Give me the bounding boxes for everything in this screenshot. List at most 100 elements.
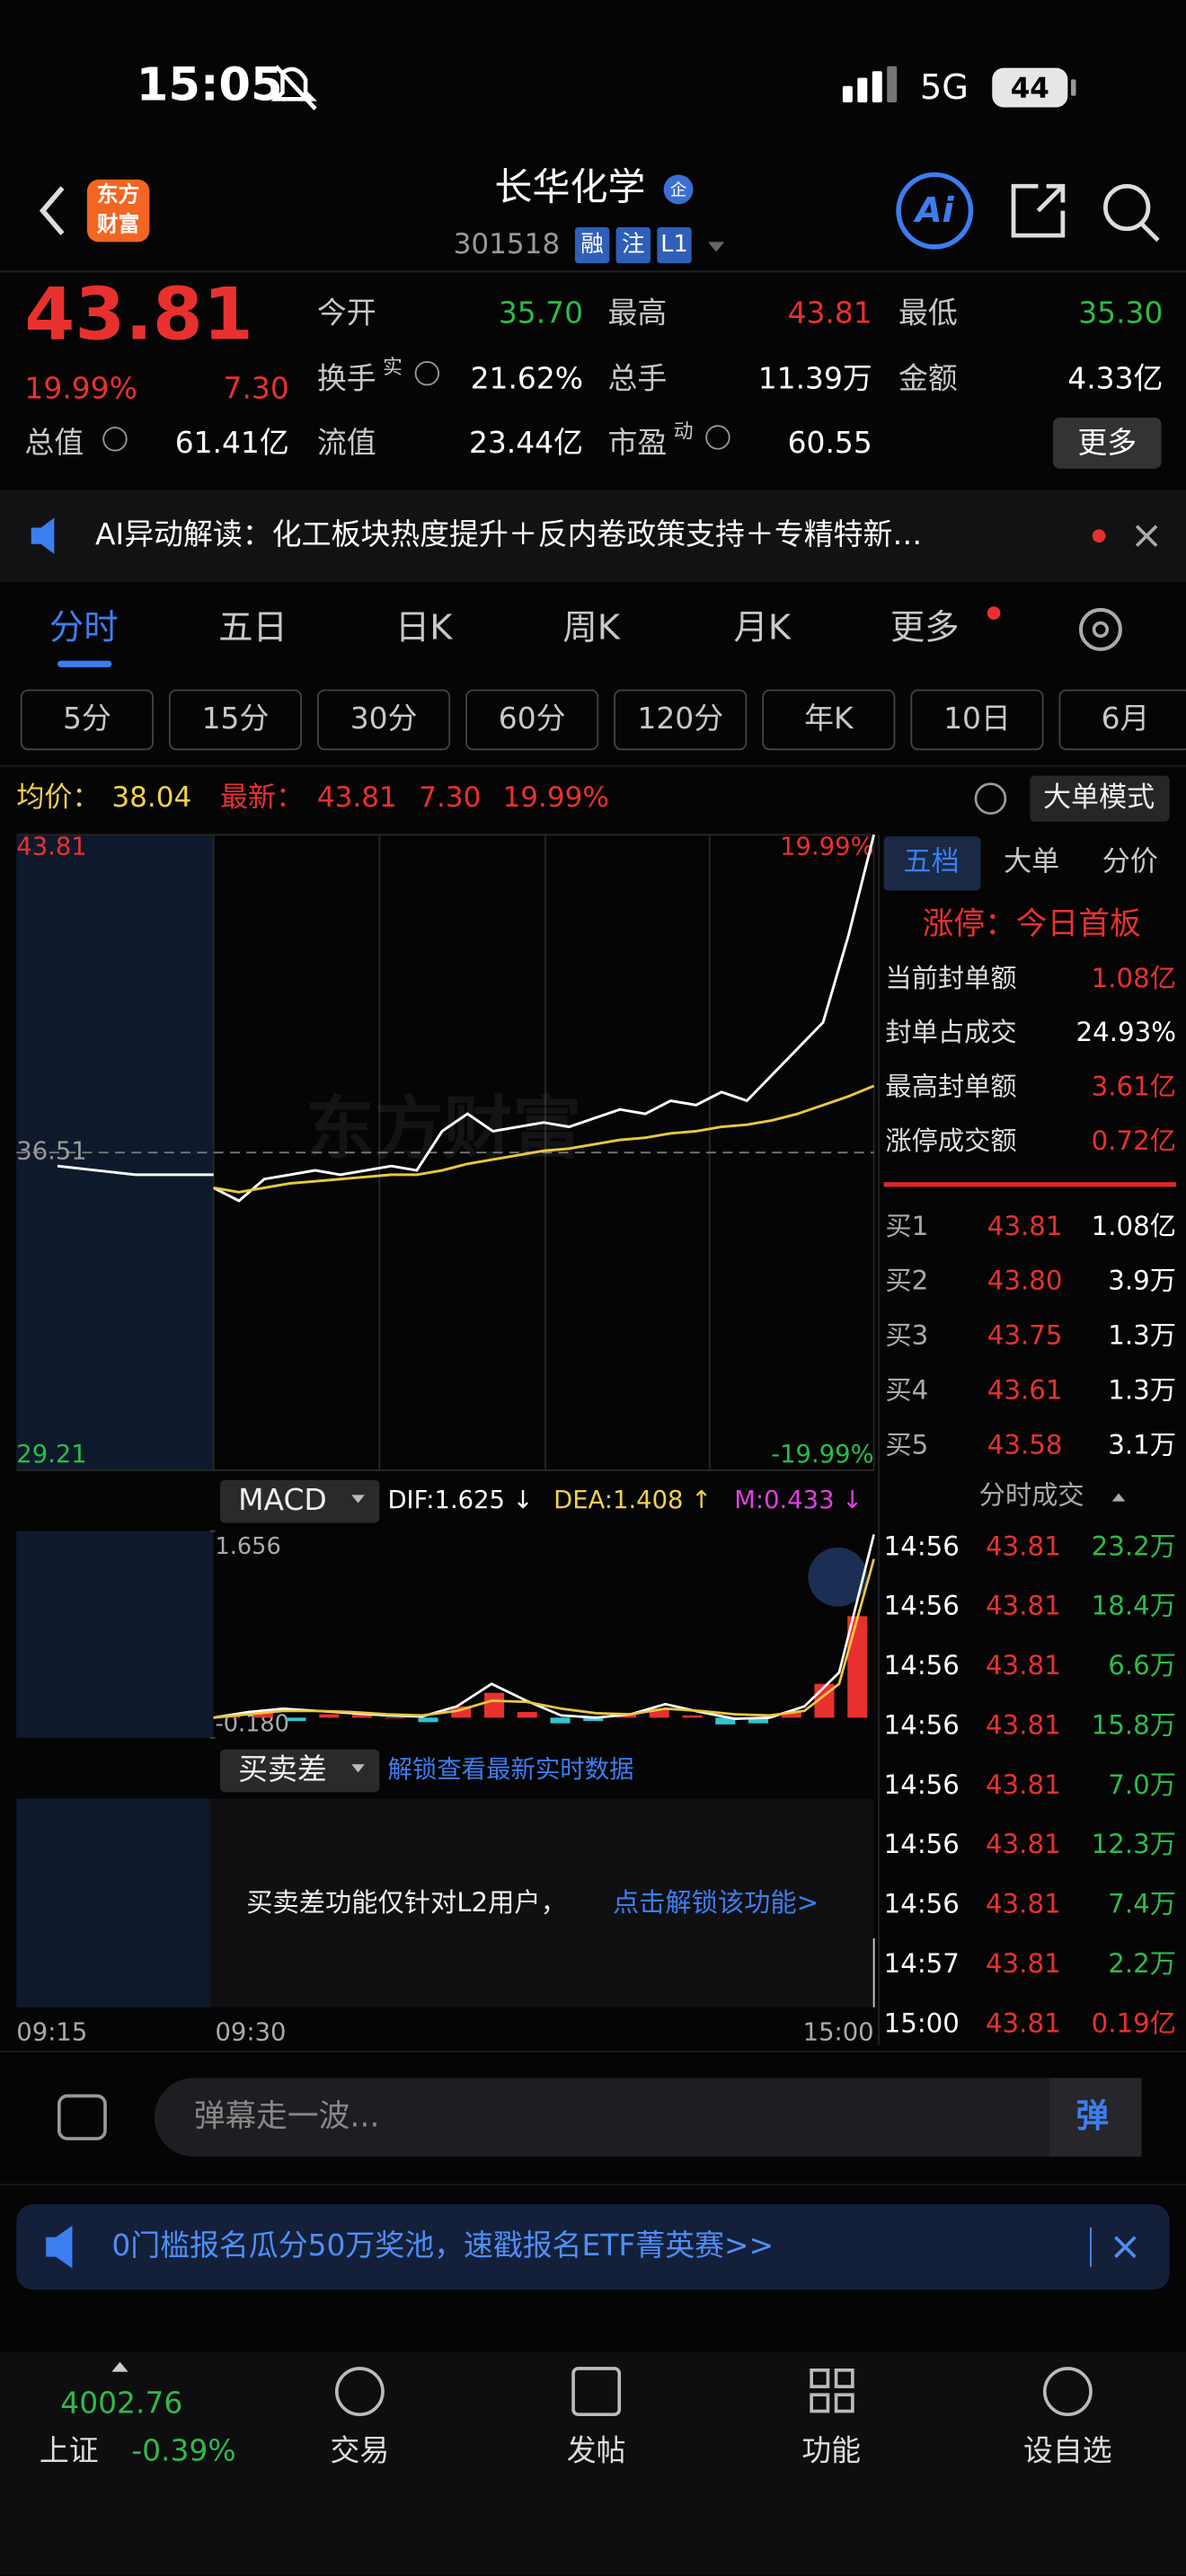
period-label: 6月 xyxy=(1102,701,1150,736)
field-label: 最低 xyxy=(898,295,958,330)
comment-input[interactable] xyxy=(154,2078,1142,2157)
stat-value: 24.93% xyxy=(1075,1017,1176,1047)
mode-label: 大单模式 xyxy=(1043,781,1155,814)
macd-bar xyxy=(252,1712,273,1718)
comment-icon[interactable] xyxy=(57,2094,107,2140)
banner[interactable] xyxy=(16,2204,1170,2290)
sort-arrow xyxy=(1111,1493,1126,1502)
network: 5G xyxy=(920,67,969,108)
limit-up: 涨停：今日首板 xyxy=(923,906,1141,942)
trade-price: 43.81 xyxy=(986,1948,1061,1979)
lock-message: 买卖差功能仅针对L2用户， xyxy=(246,1887,567,1918)
period-button[interactable] xyxy=(20,689,154,751)
mode-button[interactable] xyxy=(1030,775,1170,822)
dea-line xyxy=(213,1558,875,1719)
avg-label: 均价： xyxy=(16,781,100,814)
stat-label: 封单占成交 xyxy=(885,1017,1016,1047)
battery-level: 44 xyxy=(1011,72,1049,104)
expand-button[interactable] xyxy=(808,1547,868,1607)
bid-price: 43.75 xyxy=(987,1320,1063,1351)
trade-price: 43.81 xyxy=(986,1829,1061,1859)
bid-label: 买5 xyxy=(885,1429,928,1460)
comment-placeholder: 弹幕走一波... xyxy=(194,2098,380,2134)
period-button[interactable] xyxy=(465,689,599,751)
tab: 月K xyxy=(734,607,792,648)
signal-icon xyxy=(842,66,898,102)
close-notice[interactable] xyxy=(1135,525,1158,547)
change: 7.30 xyxy=(224,370,289,405)
period-label: 15分 xyxy=(202,701,270,736)
help-icon[interactable] xyxy=(974,782,1007,816)
logo xyxy=(86,179,150,243)
buysell-selector[interactable] xyxy=(219,1749,380,1793)
stat-value: 3.61亿 xyxy=(1092,1071,1176,1101)
settings-button[interactable] xyxy=(1078,607,1122,651)
premarket-shade xyxy=(16,1531,214,1738)
bid-price: 43.58 xyxy=(987,1429,1063,1460)
danmaku-button[interactable] xyxy=(1049,2078,1142,2157)
period-button[interactable] xyxy=(910,689,1044,751)
period-label: 5分 xyxy=(63,701,111,736)
indicator: DEA:1.408 ↑ xyxy=(553,1486,712,1514)
trade-price: 43.81 xyxy=(986,1531,1061,1561)
share-button[interactable] xyxy=(1011,183,1066,238)
period-button[interactable] xyxy=(614,689,748,751)
period-button[interactable] xyxy=(1058,689,1186,751)
last-change: 7.30 xyxy=(419,781,481,814)
last-label: 最新： xyxy=(220,781,304,814)
period-button[interactable] xyxy=(317,689,451,751)
x-tick-label: 15:00 xyxy=(803,2019,874,2047)
trade-price: 43.81 xyxy=(986,2007,1061,2038)
period-button[interactable] xyxy=(762,689,896,751)
tab: 分时 xyxy=(49,607,119,648)
premarket-shade xyxy=(16,1798,211,2007)
trade-time: 14:56 xyxy=(884,1889,960,1919)
battery xyxy=(992,67,1068,108)
info-icon xyxy=(705,425,730,450)
speaker-icon xyxy=(31,517,55,554)
last-change-pct: 19.99% xyxy=(502,781,609,814)
tag-bg xyxy=(657,226,692,264)
macd-selector[interactable] xyxy=(219,1479,380,1523)
macd-bar xyxy=(550,1717,571,1724)
function-icon xyxy=(810,2368,854,2413)
ai-button[interactable] xyxy=(896,172,974,250)
price-line xyxy=(213,834,876,1203)
trade-volume: 7.4万 xyxy=(1108,1889,1176,1919)
badge-bg xyxy=(663,174,694,205)
field-label: 今开 xyxy=(317,295,376,330)
macd-bar xyxy=(748,1717,769,1724)
field-sup: 实 xyxy=(383,357,403,379)
tab: 日K xyxy=(395,607,453,648)
back-button[interactable] xyxy=(39,186,65,236)
trade-price: 43.81 xyxy=(986,1591,1061,1621)
logo-text: 财富 xyxy=(97,212,140,237)
change-pct: 19.99% xyxy=(24,370,137,405)
field-label: 市盈 xyxy=(607,425,667,460)
period-button[interactable] xyxy=(168,689,303,751)
trade-time: 14:56 xyxy=(884,1591,960,1621)
tab: 五日 xyxy=(218,607,288,648)
macd-bar xyxy=(319,1714,340,1718)
macd-bar xyxy=(286,1717,306,1722)
period-label: 30分 xyxy=(350,701,418,736)
trade-volume: 12.3万 xyxy=(1092,1829,1176,1859)
y2-tick-label: 19.99% xyxy=(780,834,874,861)
trade-volume: 7.0万 xyxy=(1108,1769,1176,1800)
more-button[interactable] xyxy=(1052,418,1162,469)
period-label: 60分 xyxy=(499,701,566,736)
premarket-line xyxy=(57,1164,214,1177)
macd-bar xyxy=(352,1713,373,1718)
index-value: 4002.76 xyxy=(60,2386,182,2421)
y-tick-label: 1.656 xyxy=(216,1533,281,1560)
y2-tick-label: -19.99% xyxy=(771,1441,873,1469)
unlock-action: 点击解锁该功能> xyxy=(613,1887,819,1918)
bid-volume: 3.9万 xyxy=(1108,1266,1176,1296)
trade-icon xyxy=(334,2367,385,2417)
trade-price: 43.81 xyxy=(986,1769,1061,1800)
search-button[interactable] xyxy=(1103,183,1160,243)
trade-volume: 2.2万 xyxy=(1108,1948,1176,1979)
bid-label: 买1 xyxy=(885,1211,928,1241)
close-banner[interactable] xyxy=(1114,2236,1137,2258)
